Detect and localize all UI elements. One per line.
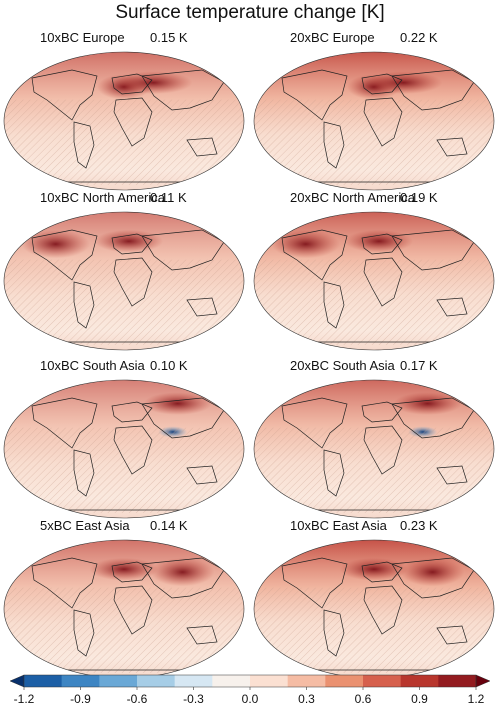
colorbar-segment [212, 675, 251, 687]
map-panel: 5xBC East Asia 0.14 K [0, 518, 248, 686]
colorbar-arrow-min [10, 674, 25, 688]
world-map [3, 539, 245, 679]
colorbar-segment [99, 675, 138, 687]
panel-mean-value: 0.22 K [400, 30, 438, 45]
colorbar-tick-label: 1.2 [468, 692, 485, 706]
colorbar-segment [250, 675, 288, 687]
map-panel: 10xBC South Asia 0.10 K [0, 358, 248, 526]
world-map [253, 51, 495, 191]
panel-title: 5xBC East Asia [40, 518, 130, 533]
panel-mean-value: 0.11 K [150, 190, 187, 205]
colorbar-segment [174, 675, 213, 687]
colorbar-segment [438, 675, 477, 687]
colorbar-arrow-max [475, 674, 490, 688]
map-panel: 10xBC East Asia 0.23 K [250, 518, 498, 686]
panel-title: 20xBC Europe [290, 30, 375, 45]
map-panel: 20xBC North America 0.19 K [250, 190, 498, 358]
colorbar-segment [400, 675, 439, 687]
colorbar-tick-label: -0.6 [127, 692, 148, 706]
world-map [253, 379, 495, 519]
colorbar-tick-label: -0.9 [70, 692, 91, 706]
map-panel: 10xBC North America 0.11 K [0, 190, 248, 358]
world-map [3, 379, 245, 519]
panel-title: 20xBC South Asia [290, 358, 395, 373]
world-map [3, 211, 245, 351]
world-map [3, 51, 245, 191]
map-panel: 10xBC Europe 0.15 K [0, 30, 248, 198]
figure-title: Surface temperature change [K] [115, 2, 385, 23]
colorbar: -1.2 -0.9 -0.6 -0.3 0.0 0.3 0.6 0.9 1.2 [10, 674, 490, 706]
panel-title: 10xBC East Asia [290, 518, 387, 533]
panel-mean-value: 0.17 K [400, 358, 438, 373]
colorbar-segment [61, 675, 100, 687]
panel-title: 10xBC Europe [40, 30, 125, 45]
panel-title: 20xBC North America [290, 190, 415, 205]
colorbar-tick-label: -0.3 [183, 692, 204, 706]
colorbar-tick-label: 0.3 [298, 692, 315, 706]
world-map [253, 211, 495, 351]
colorbar-segment [24, 675, 62, 687]
colorbar-segment [137, 675, 175, 687]
map-panel: 20xBC Europe 0.22 K [250, 30, 498, 198]
panel-mean-value: 0.15 K [150, 30, 188, 45]
colorbar-tick-label: -1.2 [14, 692, 35, 706]
panel-mean-value: 0.23 K [400, 518, 438, 533]
colorbar-segment [325, 675, 364, 687]
world-map [253, 539, 495, 679]
panel-mean-value: 0.19 K [400, 190, 438, 205]
colorbar-tick-label: 0.0 [242, 692, 259, 706]
colorbar-tick-label: 0.6 [355, 692, 372, 706]
colorbar-segment [287, 675, 326, 687]
colorbar-segment [363, 675, 401, 687]
panel-title: 10xBC North America [40, 190, 165, 205]
colorbar-tick-label: 0.9 [411, 692, 428, 706]
map-panel: 20xBC South Asia 0.17 K [250, 358, 498, 526]
panel-mean-value: 0.10 K [150, 358, 188, 373]
panel-mean-value: 0.14 K [150, 518, 188, 533]
panel-title: 10xBC South Asia [40, 358, 145, 373]
